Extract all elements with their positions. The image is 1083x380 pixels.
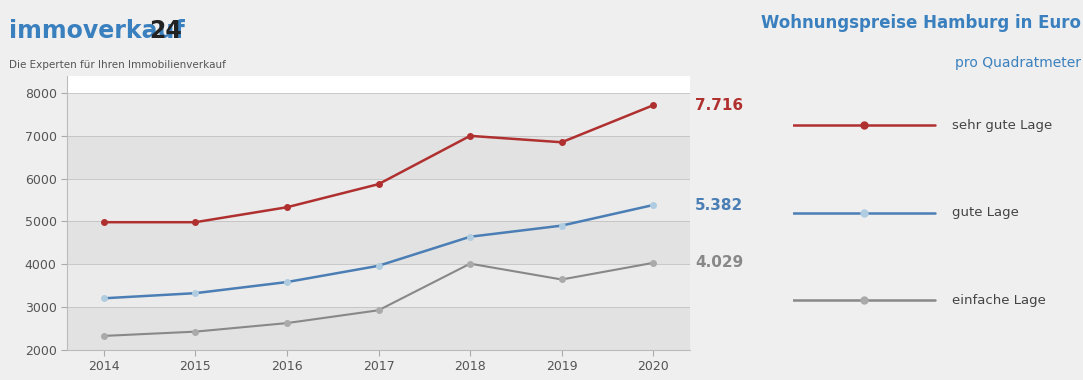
Text: Wohnungspreise Hamburg in Euro: Wohnungspreise Hamburg in Euro: [761, 14, 1081, 32]
Bar: [67, 93, 690, 136]
Text: 4.029: 4.029: [695, 255, 744, 270]
Text: 7.716: 7.716: [695, 98, 743, 113]
Text: einfache Lage: einfache Lage: [952, 294, 1046, 307]
Text: immoverkauf: immoverkauf: [9, 19, 184, 43]
Bar: [67, 264, 690, 307]
Text: gute Lage: gute Lage: [952, 206, 1019, 219]
Bar: [67, 221, 690, 264]
Bar: [67, 307, 690, 350]
Text: sehr gute Lage: sehr gute Lage: [952, 119, 1053, 132]
Bar: [67, 136, 690, 179]
Text: Die Experten für Ihren Immobilienverkauf: Die Experten für Ihren Immobilienverkauf: [9, 60, 225, 70]
Bar: [67, 179, 690, 221]
Text: 5.382: 5.382: [695, 198, 744, 212]
Text: pro Quadratmeter: pro Quadratmeter: [955, 56, 1081, 70]
Text: 24: 24: [149, 19, 182, 43]
